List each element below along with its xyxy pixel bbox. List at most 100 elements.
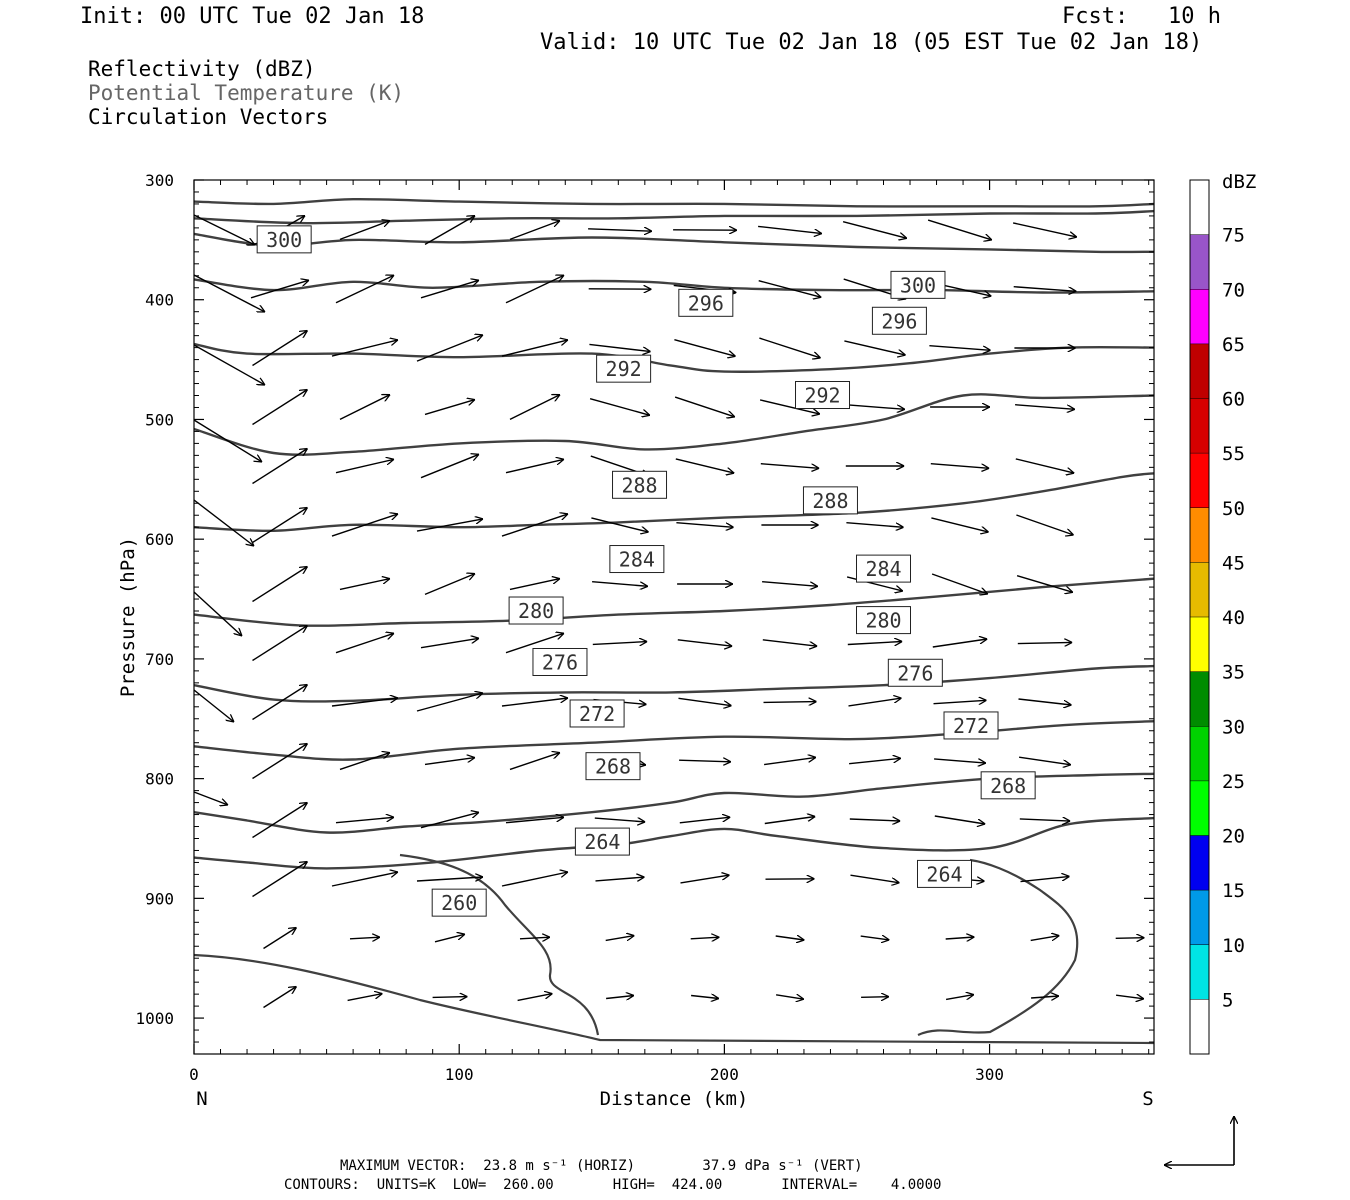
vector-arrow-33 xyxy=(509,395,560,421)
contour-label: 276 xyxy=(897,661,933,685)
contour-label: 260 xyxy=(441,891,477,915)
colorbar-segment xyxy=(1190,234,1209,290)
vector-arrow-13 xyxy=(505,275,564,304)
reference-vector-icon xyxy=(1164,1116,1234,1165)
vector-arrow-23 xyxy=(501,340,568,357)
x-tick-label: 300 xyxy=(975,1065,1004,1084)
vector-arrow-24 xyxy=(589,343,650,351)
vector-arrow-136 xyxy=(691,996,719,999)
vector-arrow-19 xyxy=(1013,286,1077,292)
circulation-vectors xyxy=(193,214,1144,1009)
vector-arrow-2 xyxy=(424,216,475,246)
colorbar-segment xyxy=(1190,180,1209,235)
vector-arrow-127 xyxy=(860,936,890,940)
contour-label-box xyxy=(856,554,912,583)
y-tick-label: 500 xyxy=(145,410,174,429)
vector-arrow-20 xyxy=(252,331,308,367)
vector-arrow-99 xyxy=(1018,756,1071,765)
vector-arrow-60 xyxy=(252,567,308,603)
colorbar-label: 5 xyxy=(1222,989,1233,1011)
vector-arrow-51 xyxy=(331,514,398,537)
vector-arrow-10 xyxy=(250,280,309,299)
contour-label: 288 xyxy=(621,473,657,497)
vector-arrow-62 xyxy=(424,574,475,596)
colorbar-segment xyxy=(1190,999,1209,1054)
contour-label-box xyxy=(980,771,1036,800)
contour-label: 292 xyxy=(606,357,642,381)
vector-arrow-133 xyxy=(432,997,468,998)
vector-arrow-9 xyxy=(1012,222,1077,237)
colorbar-label: 45 xyxy=(1222,552,1245,574)
vector-arrow-69 xyxy=(1016,575,1073,593)
vector-arrow-109 xyxy=(1019,819,1070,821)
vector-arrow-49 xyxy=(1015,458,1074,473)
vector-arrow-28 xyxy=(929,345,990,351)
y-tick-label: 900 xyxy=(145,889,174,908)
x-tick-label: 100 xyxy=(445,1065,474,1084)
theta-contour-5 xyxy=(193,393,1155,456)
vector-arrow-46 xyxy=(760,463,819,469)
vector-arrow-12 xyxy=(420,280,479,299)
vector-arrow-52 xyxy=(416,519,483,532)
vector-arrow-125 xyxy=(690,937,720,939)
contour-label-box xyxy=(612,470,668,499)
theta-contour-264-branch xyxy=(917,858,1079,1037)
contour-label-box xyxy=(431,888,487,917)
vector-arrow-137 xyxy=(775,995,804,999)
legend-potential-temperature: Potential Temperature (K) xyxy=(88,81,405,105)
max-vector-note: MAXIMUM VECTOR: 23.8 m s⁻¹ (HORIZ) 37.9 … xyxy=(340,1158,863,1174)
vector-arrow-11 xyxy=(335,275,394,304)
theta-contour-7 xyxy=(193,577,1155,627)
vector-arrow-70 xyxy=(252,626,308,662)
y-tick-label: 1000 xyxy=(135,1009,174,1028)
vector-arrow-32 xyxy=(424,400,475,416)
colorbar-label: 25 xyxy=(1222,771,1245,793)
vector-arrow-103 xyxy=(505,817,564,824)
contour-label: 296 xyxy=(881,309,917,333)
vector-arrow-61 xyxy=(339,579,390,591)
vector-arrow-90 xyxy=(252,744,308,780)
vector-arrow-85 xyxy=(678,697,732,705)
vector-arrow-73 xyxy=(505,633,564,654)
vector-arrow-41 xyxy=(335,459,394,474)
legend-circulation-vectors: Circulation Vectors xyxy=(88,105,329,129)
contour-label: 292 xyxy=(804,384,840,408)
vector-arrow-78 xyxy=(932,639,987,648)
plot-frame xyxy=(193,179,1155,1055)
vector-arrow-101 xyxy=(335,817,394,824)
vector-arrow-100 xyxy=(252,803,308,839)
vector-arrow-22 xyxy=(416,335,483,362)
colorbar-segment xyxy=(1190,398,1209,454)
vector-arrow-123 xyxy=(519,937,550,939)
valid-time: Valid: 10 UTC Tue 02 Jan 18 (05 EST Tue … xyxy=(540,30,1203,55)
vector-arrow-142 xyxy=(193,214,255,245)
vector-arrow-126 xyxy=(775,936,805,940)
vector-arrow-112 xyxy=(416,877,483,882)
vector-arrow-132 xyxy=(347,994,383,1002)
vector-arrow-128 xyxy=(945,937,975,939)
vector-arrow-39 xyxy=(1015,404,1075,410)
vector-arrow-50 xyxy=(252,508,308,544)
contour-label: 272 xyxy=(579,702,615,726)
theta-contour-260-branch xyxy=(399,853,600,1036)
vector-arrow-80 xyxy=(252,685,308,721)
contour-label: 272 xyxy=(953,714,989,738)
colorbar-segment xyxy=(1190,671,1209,727)
contour-label-box xyxy=(532,647,588,676)
colorbar-segment xyxy=(1190,562,1209,617)
contour-label: 296 xyxy=(688,291,724,315)
vector-arrow-114 xyxy=(595,877,645,881)
vector-arrow-74 xyxy=(592,642,647,645)
theta-contour-6 xyxy=(193,472,1155,533)
colorbar: 5 10 15 20 25 30 35 40 45 50 55 60 65 70 75 xyxy=(1189,179,1245,1055)
vector-arrow-57 xyxy=(846,522,903,528)
vector-arrow-21 xyxy=(331,340,398,357)
vector-arrow-27 xyxy=(844,340,905,355)
vector-arrow-82 xyxy=(416,693,483,712)
contour-label: 280 xyxy=(518,599,554,623)
vector-arrow-4 xyxy=(588,229,652,231)
vector-arrow-34 xyxy=(589,398,650,416)
contour-label: 276 xyxy=(542,650,578,674)
vector-arrow-146 xyxy=(193,499,254,546)
